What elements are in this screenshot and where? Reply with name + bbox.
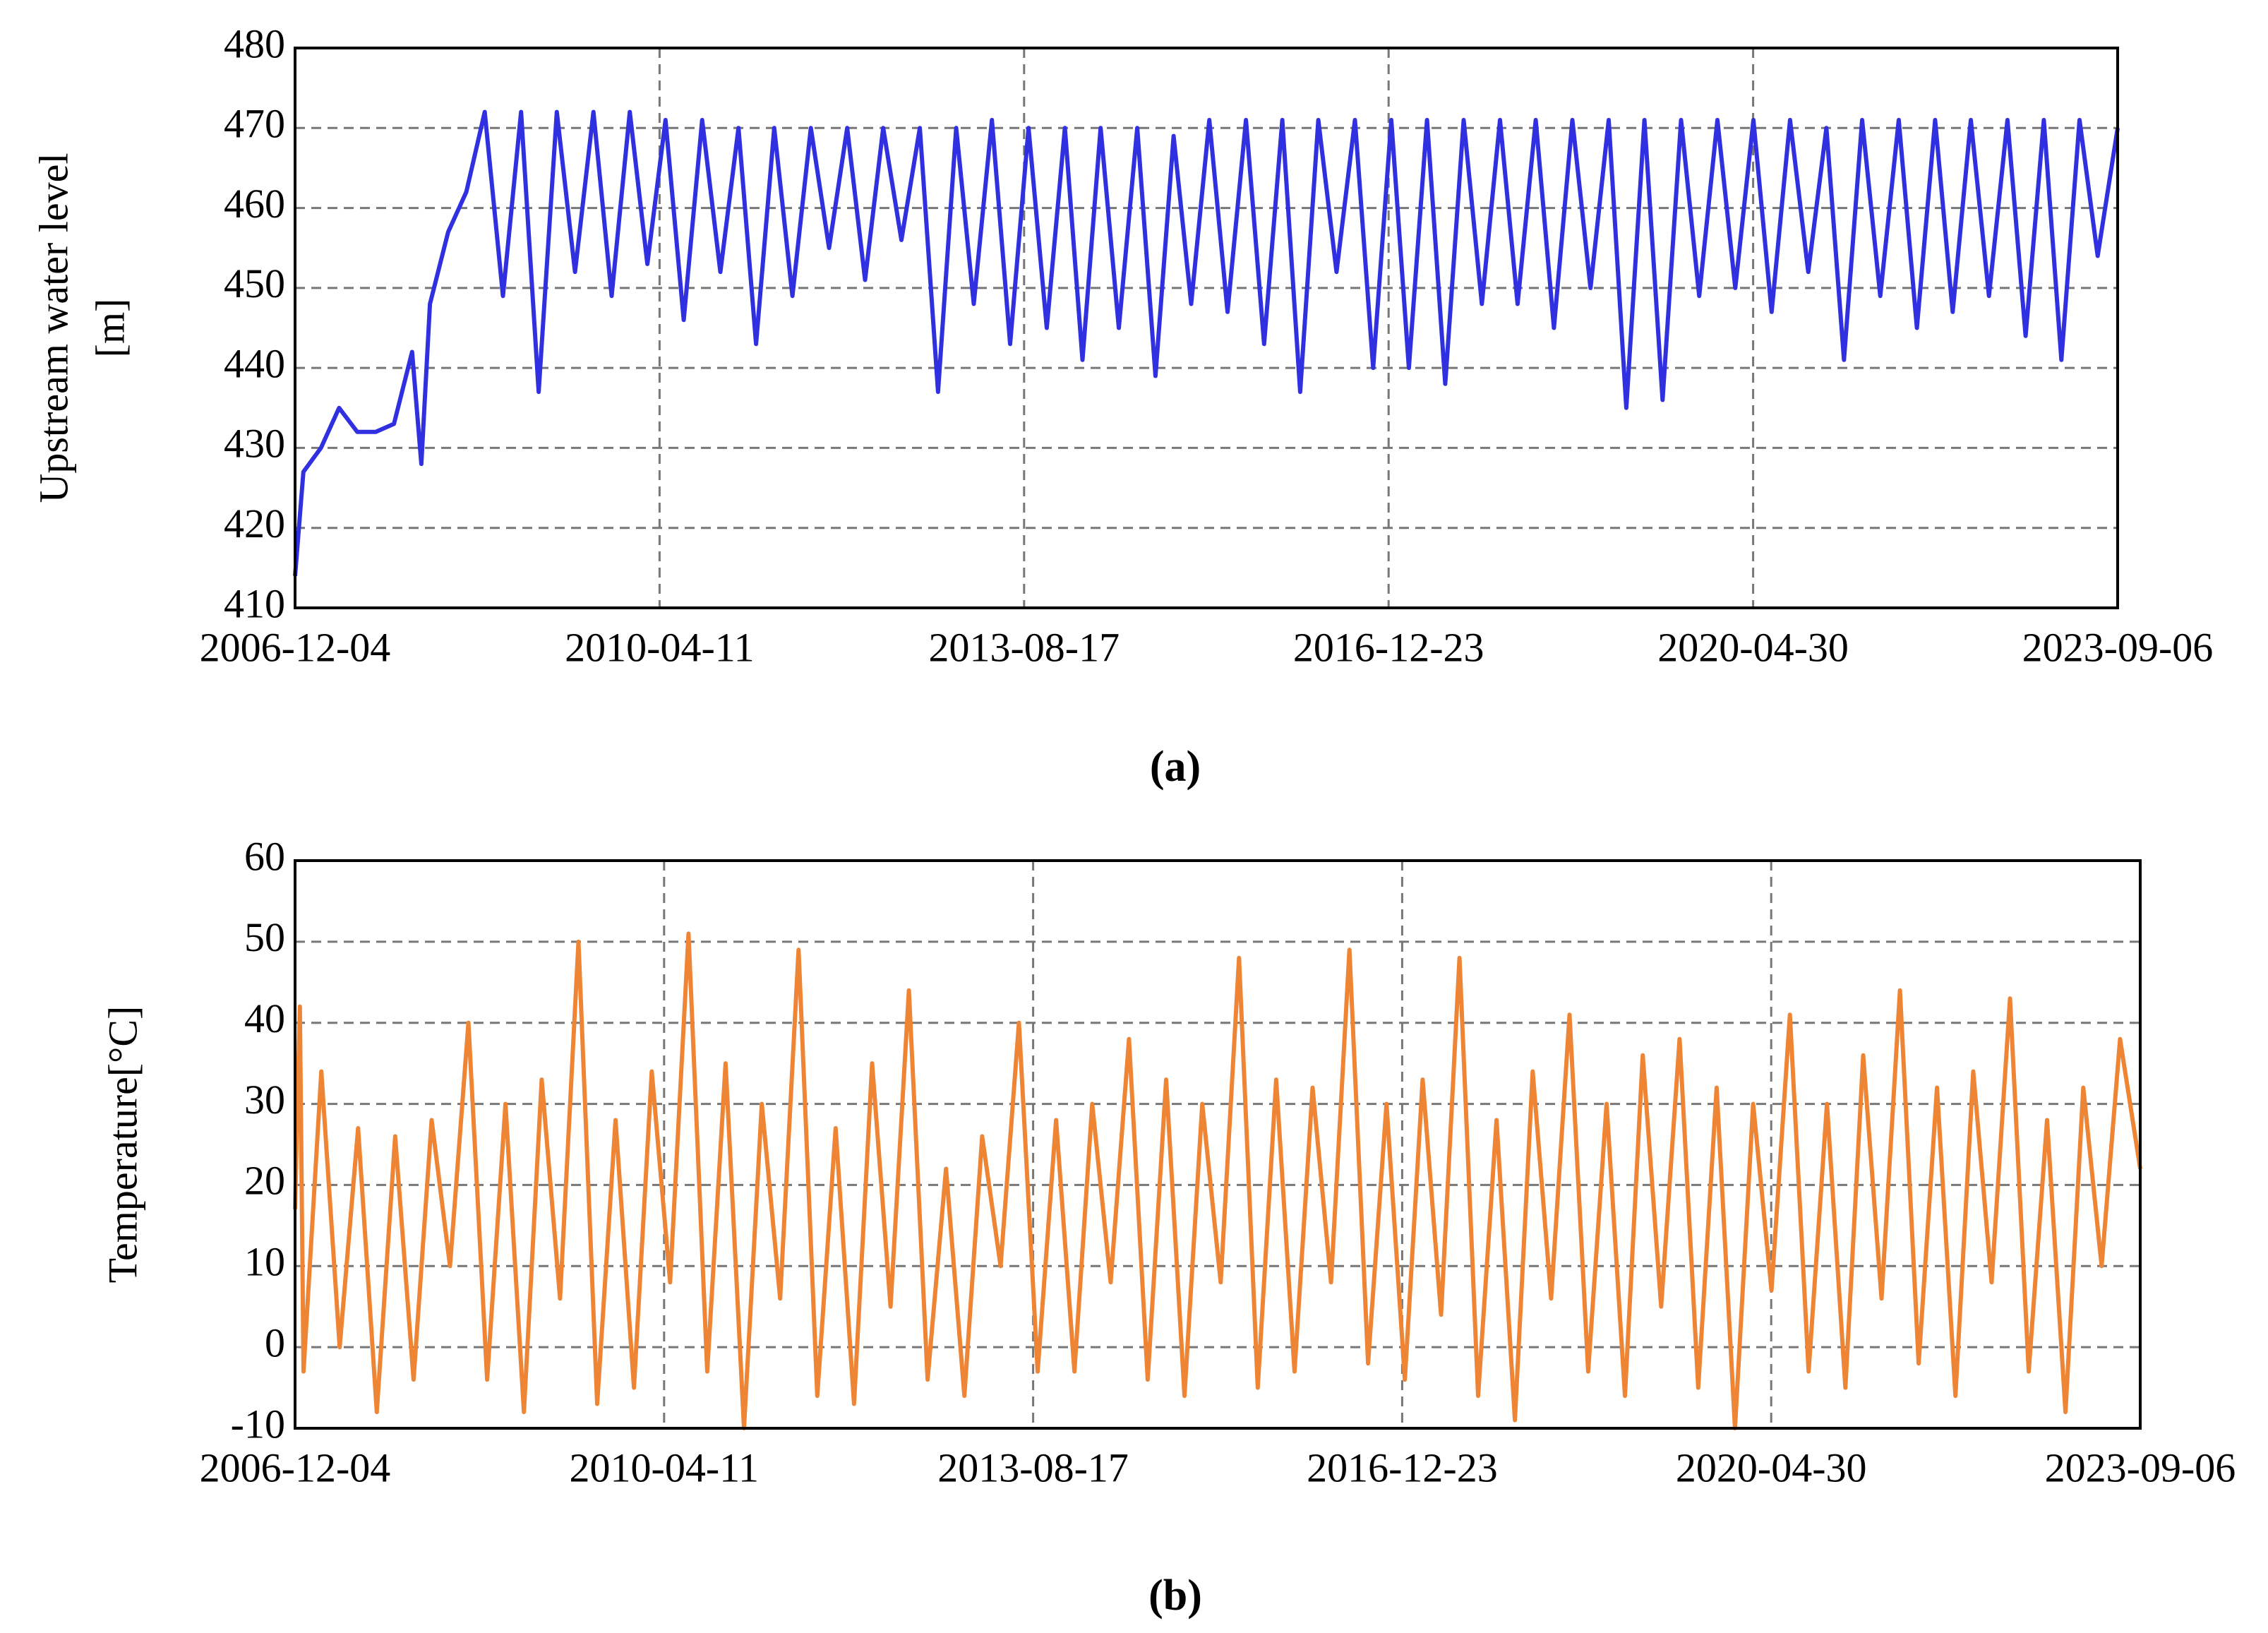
y-tick-label: 60 bbox=[244, 833, 285, 879]
x-tick-label: 2016-12-23 bbox=[1307, 1444, 1498, 1490]
y-tick-label: 0 bbox=[265, 1320, 285, 1365]
x-tick-label: 2016-12-23 bbox=[1293, 624, 1484, 670]
x-tick-label: 2023-09-06 bbox=[2045, 1444, 2236, 1490]
x-tick-label: 2020-04-30 bbox=[1657, 624, 1849, 670]
y-axis-label: Temperature[°C] bbox=[100, 1006, 145, 1284]
x-tick-label: 2013-08-17 bbox=[928, 624, 1120, 670]
x-tick-label: 2006-12-04 bbox=[200, 1444, 391, 1490]
plot-frame bbox=[294, 859, 2142, 1430]
y-tick-label: 420 bbox=[224, 501, 285, 546]
x-tick-label: 2023-09-06 bbox=[2022, 624, 2214, 670]
data-line bbox=[293, 931, 2142, 1430]
x-tick-label: 2010-04-11 bbox=[570, 1444, 759, 1490]
x-tick-label: 2006-12-04 bbox=[200, 624, 391, 670]
y-tick-label: 410 bbox=[224, 580, 285, 626]
y-tick-label: 470 bbox=[224, 101, 285, 147]
x-tick-label: 2020-04-30 bbox=[1676, 1444, 1867, 1490]
y-tick-label: 30 bbox=[244, 1077, 285, 1123]
y-tick-label: -10 bbox=[231, 1401, 285, 1447]
y-tick-label: 20 bbox=[244, 1158, 285, 1204]
y-axis-label: Upstream water level bbox=[30, 152, 76, 503]
y-tick-label: 440 bbox=[224, 340, 285, 386]
y-axis-label: [m] bbox=[87, 299, 133, 358]
y-tick-label: 40 bbox=[244, 995, 285, 1041]
y-tick-label: 10 bbox=[244, 1239, 285, 1285]
caption: (a) bbox=[1150, 743, 1201, 791]
y-tick-label: 460 bbox=[224, 181, 285, 227]
x-tick-label: 2010-04-11 bbox=[565, 624, 754, 670]
plot-frame bbox=[294, 47, 2119, 609]
y-tick-label: 50 bbox=[244, 914, 285, 960]
data-line bbox=[293, 109, 2120, 576]
caption: (b) bbox=[1148, 1572, 1202, 1620]
y-tick-label: 480 bbox=[224, 20, 285, 66]
y-tick-label: 450 bbox=[224, 261, 285, 306]
x-tick-label: 2013-08-17 bbox=[937, 1444, 1129, 1490]
y-tick-label: 430 bbox=[224, 421, 285, 467]
